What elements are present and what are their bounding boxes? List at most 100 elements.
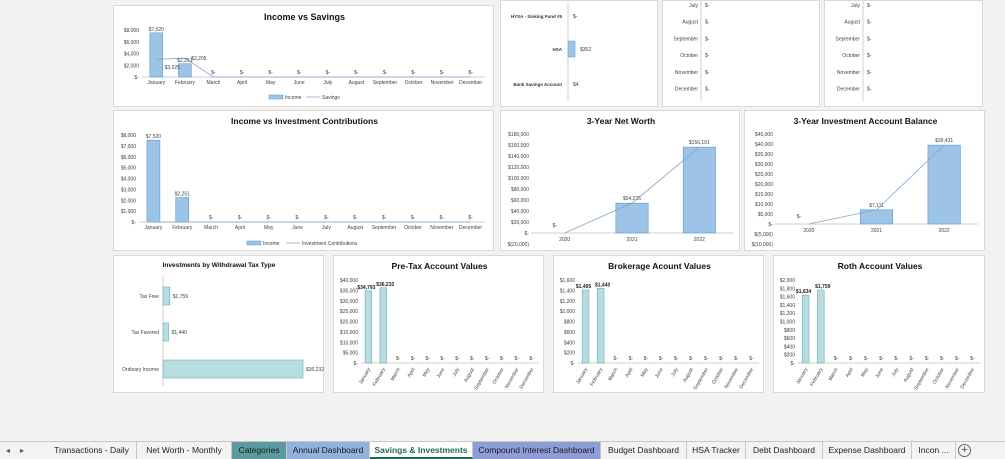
data-label: $2,251 <box>177 58 193 64</box>
y-tick-label: $(5,000) <box>754 232 773 238</box>
category-label: Tax Free <box>140 294 160 300</box>
x-tick-label: October <box>492 367 506 386</box>
data-label: $- <box>354 70 359 76</box>
data-label: $- <box>485 356 490 362</box>
data-label: $- <box>867 53 872 59</box>
add-sheet-icon[interactable]: + <box>958 444 971 457</box>
chart-savings-accounts[interactable]: HYSA - Sinking Fund #5 HSA Bank Savings Ac… <box>500 0 658 107</box>
y-tick-label: $10,000 <box>340 340 358 346</box>
sheet-tab[interactable]: Annual Dashboard <box>287 442 370 459</box>
chart-brokerage[interactable]: Brokerage Acount Values $1,600 $1,400 $1,20… <box>553 255 764 393</box>
y-tick-label: $1,200 <box>780 311 796 317</box>
data-label: $- <box>297 70 302 76</box>
sheet-tab[interactable]: Categories <box>232 442 287 459</box>
y-tick-label: $35,000 <box>340 288 358 294</box>
sheet-tab[interactable]: Debt Dashboard <box>746 442 823 459</box>
data-label: $- <box>529 356 534 362</box>
bar <box>801 294 810 364</box>
chart-top-right-a[interactable]: July $- August $- September $- October $- Novemb… <box>662 0 820 107</box>
data-label: $- <box>970 356 975 362</box>
bar <box>379 287 387 364</box>
y-tick-label: $- <box>354 361 359 367</box>
y-tick-label: $5,000 <box>343 351 359 357</box>
y-tick-label: $1,200 <box>560 299 576 305</box>
chart-investment-balance[interactable]: 3-Year Investment Account Balance $45,000… <box>744 110 985 251</box>
data-label: $- <box>644 356 649 362</box>
legend-label: Investment Contributions <box>302 241 358 247</box>
chart-pretax[interactable]: Pre-Tax Account Values $40,000 $35,000 $30,… <box>333 255 544 393</box>
sheet-tabs-bar: ◂ ▸ Transactions - Daily Net Worth - Mont… <box>0 441 1005 459</box>
sheet-tab[interactable]: HSA Tracker <box>687 442 746 459</box>
data-label: $- <box>925 356 930 362</box>
y-tick-label: $2,000 <box>124 63 140 69</box>
x-tick-label: January <box>795 367 809 386</box>
x-tick-label: February <box>809 367 824 388</box>
legend-label: Income <box>285 95 302 101</box>
category-label: December <box>837 87 860 93</box>
x-tick-label: April <box>845 367 855 379</box>
y-tick-label: $160,000 <box>508 143 529 149</box>
chart-income-vs-savings[interactable]: Income vs Savings $8,000 $6,000 $4,000 $2,00… <box>113 5 494 107</box>
chart-income-vs-investment[interactable]: Income vs Investment Contributions $8,000… <box>113 110 494 251</box>
sheet-tab[interactable]: Compound Interest Dashboard <box>473 442 601 459</box>
y-tick-label: $40,000 <box>755 142 773 148</box>
sheet-tab[interactable]: Expense Dashboard <box>823 442 912 459</box>
tab-scroll-right-icon[interactable]: ▸ <box>19 446 24 455</box>
x-tick-label: December <box>459 225 482 231</box>
y-tick-label: $10,000 <box>755 202 773 208</box>
y-tick-label: $1,000 <box>560 309 576 315</box>
chart-withdrawal-tax-type[interactable]: Investments by Withdrawal Tax Type Tax Fr… <box>113 255 324 393</box>
y-tick-label: $6,000 <box>124 40 140 46</box>
y-tick-label: $20,000 <box>340 320 358 326</box>
x-tick-label: June <box>654 367 665 380</box>
sheet-tab[interactable]: Budget Dashboard <box>601 442 687 459</box>
data-label: $36,232 <box>306 367 324 373</box>
data-label: $1,759 <box>173 294 189 300</box>
data-label: $- <box>894 356 899 362</box>
bar <box>817 289 825 364</box>
y-tick-label: $35,000 <box>755 152 773 158</box>
data-label: $- <box>867 87 872 93</box>
y-tick-label: $- <box>769 222 774 228</box>
bar <box>682 146 716 234</box>
sheet-tab[interactable]: Net Worth - Monthly <box>137 442 232 459</box>
y-tick-label: $- <box>135 75 140 81</box>
category-label: November <box>837 70 860 76</box>
x-tick-label: May <box>264 225 274 231</box>
chart-top-right-b[interactable]: July $- August $- September $- October $- Novemb… <box>824 0 983 107</box>
legend-label: Income <box>263 241 280 247</box>
data-label: $- <box>705 20 710 26</box>
x-tick-label: May <box>422 367 432 379</box>
data-label: $1,440 <box>172 330 188 336</box>
y-tick-label: $140,000 <box>508 154 529 160</box>
chart-net-worth[interactable]: 3-Year Net Worth $180,000 $160,000 $140,000… <box>500 110 740 251</box>
data-label: $- <box>383 70 388 76</box>
y-tick-label: $800 <box>564 320 575 326</box>
legend-swatch-income <box>268 94 284 100</box>
sheet-tab[interactable]: Transactions - Daily <box>47 442 137 459</box>
data-label: $- <box>705 53 710 59</box>
data-label: $34,793 <box>357 285 375 291</box>
bar <box>175 197 190 223</box>
tab-scroll-left-icon[interactable]: ◂ <box>5 446 10 455</box>
sheet-tab[interactable]: Savings & Investments <box>370 442 473 459</box>
y-tick-label: $1,400 <box>780 303 796 309</box>
chart-roth[interactable]: Roth Account Values $2,000 $1,800 $1,600 $1,… <box>773 255 985 393</box>
data-label: $- <box>867 36 872 42</box>
category-label: October <box>842 53 860 59</box>
data-label: $4 <box>573 82 579 88</box>
y-tick-label: $20,000 <box>755 182 773 188</box>
x-tick-label: February <box>372 367 387 388</box>
y-tick-label: $1,000 <box>780 320 796 326</box>
data-label: $- <box>613 356 618 362</box>
x-tick-label: March <box>207 80 221 86</box>
data-label: $- <box>468 70 473 76</box>
sheet-tab[interactable]: Incon ... <box>912 442 956 459</box>
data-label: $- <box>500 356 505 362</box>
bar <box>581 289 590 364</box>
data-label: $- <box>867 20 872 26</box>
data-label: $- <box>879 356 884 362</box>
category-label: September <box>836 36 861 42</box>
x-tick-label: August <box>682 366 695 383</box>
x-tick-label: September <box>372 225 397 231</box>
